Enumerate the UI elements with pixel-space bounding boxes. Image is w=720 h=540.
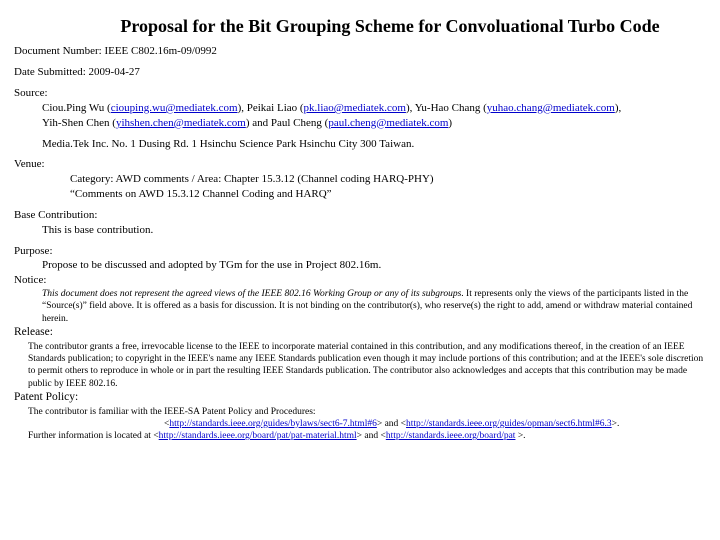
date-label: Date Submitted:	[14, 66, 86, 78]
source-line-1: Ciou.Ping Wu (ciouping.wu@mediatek.com),…	[14, 101, 704, 116]
bracket-text: >.	[612, 419, 620, 429]
patent-label: Patent Policy:	[14, 390, 704, 406]
release-text: The contributor grants a free, irrevocab…	[14, 341, 704, 390]
doc-number-value: IEEE C802.16m-09/0992	[104, 45, 216, 57]
source-block: Source: Ciou.Ping Wu (ciouping.wu@mediat…	[14, 86, 704, 151]
notice-text: This document does not represent the agr…	[14, 288, 704, 325]
venue-block: Venue: Category: AWD comments / Area: Ch…	[14, 157, 704, 202]
source-text: Ciou.Ping Wu (	[42, 102, 111, 114]
source-address: Media.Tek Inc. No. 1 Dusing Rd. 1 Hsinch…	[14, 137, 704, 152]
purpose-block: Purpose: Propose to be discussed and ado…	[14, 244, 704, 274]
patent-line-1: The contributor is familiar with the IEE…	[14, 406, 704, 418]
email-link-1[interactable]: ciouping.wu@mediatek.com	[111, 102, 238, 114]
doc-number-block: Document Number: IEEE C802.16m-09/0992	[14, 44, 704, 59]
patent-url-3[interactable]: http://standards.ieee.org/board/pat/pat-…	[159, 431, 357, 441]
notice-emphasis: This document does not represent the agr…	[42, 289, 461, 299]
venue-line-1: Category: AWD comments / Area: Chapter 1…	[14, 172, 704, 187]
base-contribution-block: Base Contribution: This is base contribu…	[14, 208, 704, 238]
bracket-text: >.	[515, 431, 525, 441]
source-text: ), Yu-Hao Chang (	[406, 102, 487, 114]
patent-url-1[interactable]: http://standards.ieee.org/guides/bylaws/…	[169, 419, 376, 429]
notice-block: Notice: This document does not represent…	[14, 273, 704, 325]
patent-text: Further information is located at <	[28, 431, 159, 441]
release-block: Release: The contributor grants a free, …	[14, 325, 704, 390]
purpose-text: Propose to be discussed and adopted by T…	[14, 258, 704, 273]
notice-label: Notice:	[14, 273, 704, 288]
base-label: Base Contribution:	[14, 208, 704, 223]
source-line-2: Yih-Shen Chen (yihshen.chen@mediatek.com…	[14, 116, 704, 131]
email-link-4[interactable]: yihshen.chen@mediatek.com	[116, 117, 246, 129]
source-text: ), Peikai Liao (	[238, 102, 304, 114]
patent-url-2[interactable]: http://standards.ieee.org/guides/opman/s…	[406, 419, 612, 429]
venue-label: Venue:	[14, 157, 704, 172]
source-text: Yih-Shen Chen (	[42, 117, 116, 129]
source-text: )	[448, 117, 452, 129]
date-block: Date Submitted: 2009-04-27	[14, 65, 704, 80]
source-text: ) and Paul Cheng (	[246, 117, 328, 129]
patent-policy-block: Patent Policy: The contributor is famili…	[14, 390, 704, 443]
doc-number-label: Document Number:	[14, 45, 102, 57]
bracket-text: > and <	[377, 419, 406, 429]
patent-line-2: <http://standards.ieee.org/guides/bylaws…	[14, 418, 704, 430]
base-text: This is base contribution.	[14, 223, 704, 238]
patent-url-4[interactable]: http://standards.ieee.org/board/pat	[386, 431, 516, 441]
source-label: Source:	[14, 86, 704, 101]
bracket-text: > and <	[357, 431, 386, 441]
date-value: 2009-04-27	[89, 66, 140, 78]
email-link-2[interactable]: pk.liao@mediatek.com	[304, 102, 406, 114]
venue-line-2: “Comments on AWD 15.3.12 Channel Coding …	[14, 187, 704, 202]
email-link-3[interactable]: yuhao.chang@mediatek.com	[487, 102, 615, 114]
document-title: Proposal for the Bit Grouping Scheme for…	[14, 14, 704, 38]
patent-line-3: Further information is located at <http:…	[14, 430, 704, 442]
purpose-label: Purpose:	[14, 244, 704, 259]
email-link-5[interactable]: paul.cheng@mediatek.com	[328, 117, 448, 129]
release-label: Release:	[14, 325, 704, 341]
source-text: ),	[615, 102, 621, 114]
